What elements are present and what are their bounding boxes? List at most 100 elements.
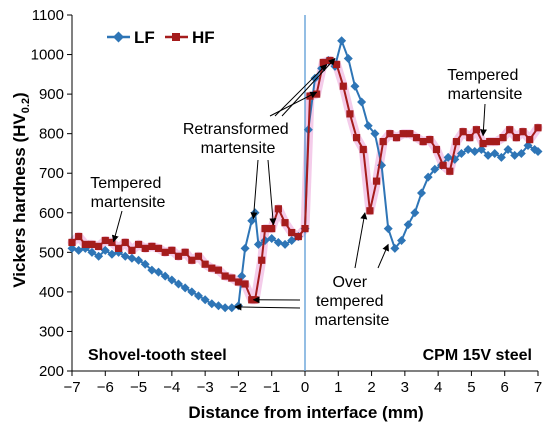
annotation-tempered-left: Tempered martensite	[90, 175, 166, 211]
data-point-lf	[280, 239, 290, 249]
x-axis-title: Distance from interface (mm)	[188, 403, 423, 422]
data-point-hf	[452, 137, 461, 146]
data-point-hf	[168, 246, 176, 254]
data-point-hf	[134, 240, 143, 249]
y-tick-label: 1000	[31, 47, 64, 64]
legend: LF HF	[107, 28, 215, 47]
data-point-hf	[466, 134, 474, 142]
x-tick-label: 0	[301, 379, 309, 396]
data-point-hf	[459, 128, 467, 136]
data-point-lf	[267, 233, 277, 243]
data-point-hf	[372, 177, 381, 185]
x-tick-label: −5	[130, 379, 147, 396]
annotation-tempered-right-line2: martensite	[448, 86, 523, 103]
legend-hf-marker	[172, 33, 180, 41]
data-point-lf	[74, 245, 84, 255]
data-point-lf	[273, 237, 283, 247]
data-point-lf	[193, 291, 203, 301]
data-point-lf	[483, 150, 493, 160]
data-point-lf	[140, 259, 150, 269]
data-point-lf	[213, 301, 223, 311]
data-point-hf	[268, 225, 276, 233]
data-point-lf	[523, 141, 533, 151]
arrow-over-tempered-3	[354, 212, 368, 269]
region-label-shovel-tooth: Shovel-tooth steel	[88, 347, 227, 364]
y-tick-label: 800	[39, 126, 64, 143]
data-point-lf	[403, 220, 413, 230]
y-tick-label: 300	[39, 323, 64, 340]
data-point-lf	[100, 245, 110, 255]
data-point-hf	[288, 228, 296, 237]
x-tick-label: −1	[263, 379, 280, 396]
data-point-lf	[463, 144, 473, 154]
annotation-retransformed-line2: martensite	[201, 140, 276, 157]
data-point-lf	[390, 243, 400, 253]
data-point-hf	[412, 134, 421, 142]
data-point-hf	[472, 126, 481, 134]
x-tick-label: 3	[401, 379, 409, 396]
data-point-lf	[174, 279, 184, 289]
data-point-lf	[383, 224, 393, 234]
data-point-hf	[208, 264, 216, 272]
series-layer	[67, 36, 543, 313]
data-point-lf	[134, 255, 144, 265]
data-point-lf	[490, 148, 500, 158]
data-point-hf	[161, 248, 169, 256]
y-tick-label: 600	[39, 205, 64, 222]
arrow-over-tempered-2	[234, 303, 301, 311]
arrow-tempered-right	[479, 103, 487, 137]
data-point-hf	[426, 136, 434, 144]
data-point-hf	[512, 134, 520, 142]
data-point-lf	[397, 235, 407, 245]
data-point-hf	[519, 128, 527, 136]
data-point-hf	[392, 134, 401, 142]
data-point-lf	[240, 243, 250, 253]
annotation-over-tempered: Over tempered martensite	[315, 274, 390, 329]
data-point-lf	[503, 144, 513, 154]
data-point-hf	[419, 137, 427, 146]
data-point-hf	[188, 256, 196, 264]
x-tick-label: −4	[163, 379, 180, 396]
arrow-over-tempered-4	[377, 243, 389, 269]
data-point-lf	[180, 283, 190, 293]
data-point-lf	[147, 265, 157, 275]
data-point-lf	[287, 235, 297, 245]
x-tick-label: 6	[501, 379, 509, 396]
data-point-lf	[127, 253, 137, 263]
legend-lf-marker	[113, 31, 124, 43]
data-point-lf	[430, 164, 440, 174]
arrow-retransformed-3	[281, 57, 336, 117]
x-tick-label: −3	[197, 379, 214, 396]
data-point-hf	[446, 167, 454, 175]
data-point-hf	[68, 238, 76, 247]
data-point-hf	[406, 130, 414, 138]
x-tick-label: −7	[63, 379, 80, 396]
annotation-over-tempered-line1: Over	[332, 274, 367, 291]
data-point-hf	[432, 145, 441, 154]
data-point-hf	[141, 244, 149, 252]
arrow-retransformed-4	[250, 159, 259, 220]
data-point-hf	[75, 232, 83, 241]
legend-hf-label: HF	[192, 28, 215, 47]
data-point-hf	[274, 205, 282, 213]
data-point-hf	[339, 82, 347, 90]
annotation-retransformed-line1: Retransformed	[183, 121, 289, 138]
data-point-hf	[241, 280, 249, 288]
data-point-hf	[214, 266, 223, 274]
data-point-lf	[154, 267, 164, 277]
data-point-hf	[313, 90, 321, 98]
data-point-lf	[370, 129, 380, 139]
x-tick-label: 1	[334, 379, 342, 396]
annotation-retransformed: Retransformed martensite	[183, 121, 293, 157]
data-point-lf	[94, 251, 104, 261]
data-point-hf	[359, 145, 367, 154]
data-point-lf	[417, 188, 426, 198]
data-point-lf	[533, 146, 543, 156]
data-point-lf	[160, 271, 170, 281]
y-tick-label: 200	[39, 363, 64, 380]
data-point-hf	[486, 137, 494, 146]
data-point-lf	[423, 172, 433, 182]
annotation-over-tempered-line3: martensite	[315, 312, 390, 329]
data-point-hf	[399, 130, 407, 138]
